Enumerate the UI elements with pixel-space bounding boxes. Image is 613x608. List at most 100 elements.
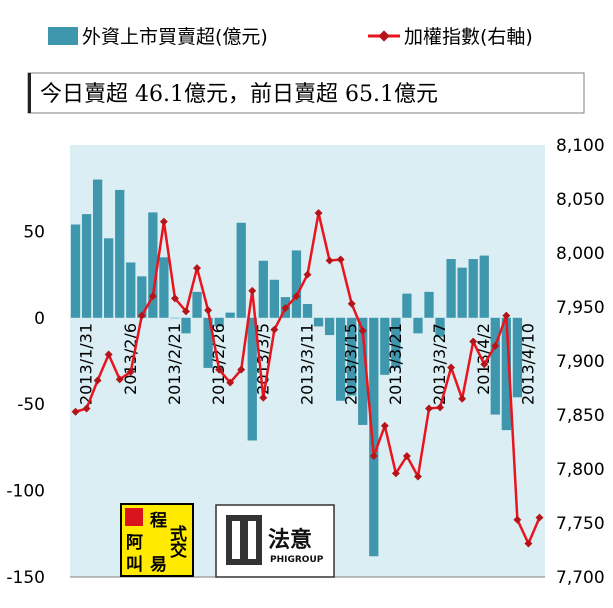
logo-left-char-4: 式 xyxy=(170,524,187,545)
bar xyxy=(435,317,445,337)
bar xyxy=(115,189,125,318)
right-axis: 8,100 8,050 8,000 7,950 7,900 7,850 7,800 7,750… xyxy=(556,136,605,588)
x-tick-label: 2013/2/6 xyxy=(121,323,140,395)
bar xyxy=(181,317,191,334)
left-axis: 50 0 -50 -100 -150 xyxy=(6,222,45,588)
logo-left-char-2: 叫 xyxy=(126,555,143,575)
bar xyxy=(402,293,412,318)
bar xyxy=(413,317,423,334)
index-point xyxy=(259,393,268,402)
bar xyxy=(137,276,147,318)
bar xyxy=(424,291,434,318)
bar xyxy=(148,212,158,318)
index-point xyxy=(380,421,389,430)
bar xyxy=(358,317,368,425)
index-point xyxy=(215,365,224,374)
index-point xyxy=(237,365,246,374)
bar xyxy=(214,317,224,327)
index-point xyxy=(436,403,445,412)
bar xyxy=(291,250,302,318)
bar xyxy=(81,214,92,318)
x-tick-label: 2013/3/11 xyxy=(298,323,317,405)
right-tick-label: 8,100 xyxy=(556,136,605,156)
logo-right-text: 法意 xyxy=(268,527,312,553)
legend-bar-swatch xyxy=(48,27,78,45)
index-point xyxy=(402,452,411,460)
x-tick-label: 2013/4/2 xyxy=(474,323,493,395)
bar xyxy=(336,317,346,401)
logo-left-char-3: 程 xyxy=(150,511,167,531)
left-tick-label: 50 xyxy=(23,222,45,242)
x-tick-label: 2013/2/21 xyxy=(165,323,184,405)
bar-series xyxy=(70,179,523,557)
x-tick-label: 2013/3/15 xyxy=(342,323,361,405)
index-point xyxy=(292,292,301,301)
left-tick-label: -150 xyxy=(6,568,45,588)
bar xyxy=(92,179,103,318)
bar xyxy=(391,317,401,368)
legend: 外資上市買賣超(億元) 加權指數(右軸) xyxy=(48,26,533,48)
index-point xyxy=(491,341,500,350)
logo-right: 法意 PHIGROUP xyxy=(215,504,335,578)
index-point xyxy=(325,256,334,265)
logo-left-char-6: 交 xyxy=(170,540,187,561)
bar xyxy=(70,224,81,318)
bar xyxy=(170,317,180,319)
left-tick-label: -100 xyxy=(6,482,45,502)
index-point xyxy=(303,270,312,279)
right-tick-label: 7,700 xyxy=(556,568,605,588)
bar xyxy=(225,312,235,318)
bar xyxy=(380,317,390,375)
index-point xyxy=(270,325,279,334)
index-point xyxy=(226,378,235,387)
bar xyxy=(512,317,523,398)
bar xyxy=(446,259,456,318)
x-tick-label: 2013/3/27 xyxy=(430,323,449,405)
index-point xyxy=(137,311,146,320)
index-point xyxy=(502,311,511,320)
index-point xyxy=(347,299,356,308)
index-point xyxy=(425,404,433,413)
x-tick-label: 2013/1/31 xyxy=(77,323,96,405)
index-point xyxy=(414,472,422,481)
annotation-text: 今日賣超 46.1億元，前日賣超 65.1億元 xyxy=(40,82,438,107)
x-tick-label: 2013/3/21 xyxy=(386,323,405,405)
bar xyxy=(457,267,467,318)
index-point xyxy=(369,452,378,460)
index-point xyxy=(447,363,456,372)
bar xyxy=(269,279,279,318)
logo-left-char-1: 阿 xyxy=(126,533,143,553)
index-point xyxy=(148,292,157,301)
right-tick-label: 7,800 xyxy=(556,460,605,480)
index-point xyxy=(170,294,179,303)
index-point xyxy=(336,255,345,264)
index-point xyxy=(469,337,478,346)
bar xyxy=(302,303,313,318)
bar xyxy=(369,317,379,557)
index-point xyxy=(391,469,400,478)
legend-line-marker xyxy=(378,30,390,42)
bar xyxy=(126,262,136,318)
index-point xyxy=(193,264,201,273)
left-tick-label: 0 xyxy=(34,309,45,329)
legend-bar-label: 外資上市買賣超(億元) xyxy=(82,26,268,48)
index-point xyxy=(159,217,168,226)
index-point xyxy=(126,367,135,376)
bar xyxy=(347,317,357,396)
index-point xyxy=(358,326,367,335)
bar xyxy=(313,317,324,327)
right-tick-label: 7,950 xyxy=(556,298,605,318)
bar xyxy=(324,317,335,336)
x-tick-label: 2013/4/10 xyxy=(518,323,537,405)
bar xyxy=(479,255,489,318)
index-point xyxy=(281,304,290,313)
annotation-box: 今日賣超 46.1億元，前日賣超 65.1億元 xyxy=(27,72,585,114)
legend-line-label: 加權指數(右軸) xyxy=(404,26,533,48)
logo-left: 阿 叫 程 式 易 交 xyxy=(120,503,194,577)
bar xyxy=(159,257,169,318)
index-point xyxy=(248,286,257,295)
right-tick-label: 8,000 xyxy=(556,244,605,264)
bar xyxy=(236,222,246,318)
right-tick-label: 7,850 xyxy=(556,406,605,426)
